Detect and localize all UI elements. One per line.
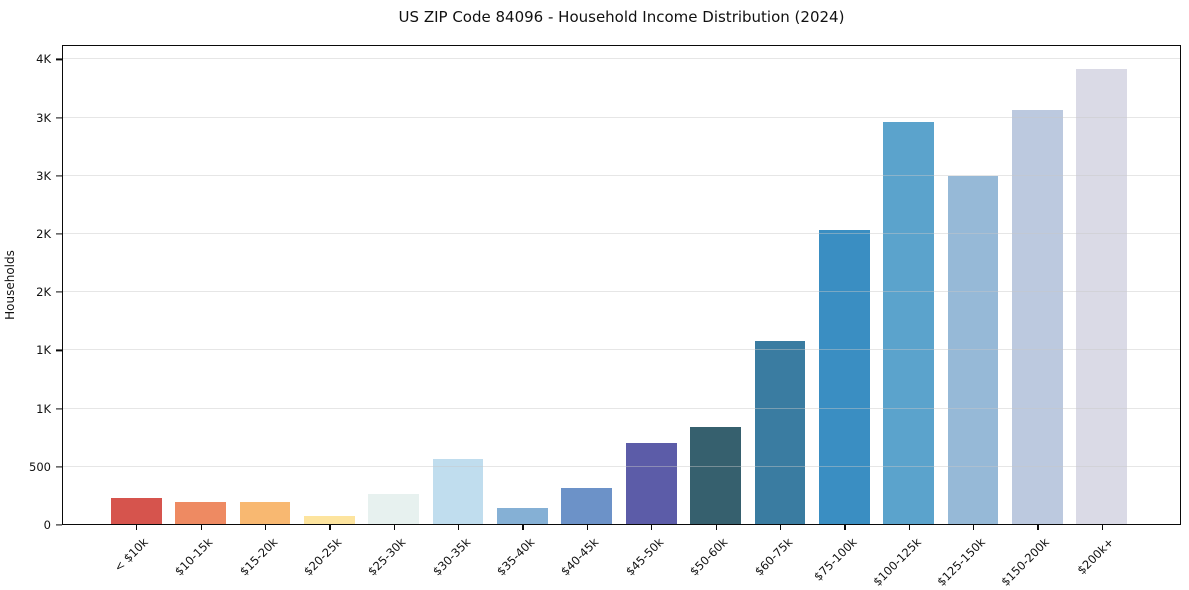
bar-$30-35k	[432, 458, 484, 525]
x-tick-mark	[908, 525, 910, 530]
bar-$125-150k	[947, 176, 999, 525]
x-tick-label: $10-15k	[172, 535, 216, 579]
bar-$15-20k	[239, 502, 291, 525]
x-tick-mark	[393, 525, 395, 530]
x-tick-label: $125-150k	[934, 535, 988, 589]
x-tick-mark	[264, 525, 267, 530]
bar-$150-200k	[1012, 110, 1063, 525]
x-tick-mark	[779, 525, 782, 530]
bar-slot: $30-35k	[426, 45, 490, 578]
bar-slot: $75-100k	[811, 45, 876, 584]
x-tick-label: < $10k	[111, 535, 152, 575]
y-tick-mark	[56, 117, 62, 119]
x-tick-label: $100-125k	[869, 535, 924, 589]
bars-row: < $10k $10-15k $15-20k $20-25k $25-30k $30-35…	[62, 45, 1181, 589]
bar-slot: $60-75k	[748, 45, 812, 578]
y-tick-label: 4K	[36, 52, 51, 67]
x-tick-mark	[1101, 525, 1103, 530]
chart-title: US ZIP Code 84096 - Household Income Dis…	[398, 8, 845, 26]
y-tick-mark	[56, 175, 62, 177]
x-tick-mark	[1037, 525, 1039, 530]
x-tick-mark	[329, 525, 331, 530]
x-tick-mark	[586, 525, 588, 530]
y-tick-mark	[56, 466, 62, 468]
bar-slot: $45-50k	[619, 45, 683, 578]
bar-slot: $10-15k	[168, 45, 232, 578]
y-tick-label: 2K	[36, 285, 51, 300]
bar-$50-60k	[690, 426, 741, 525]
plot-area: < $10k $10-15k $15-20k $20-25k $25-30k $30-35…	[29, 45, 1181, 589]
x-tick-label: $25-30k	[365, 535, 409, 579]
x-tick-label: $75-100k	[810, 535, 860, 584]
x-tick-mark	[651, 525, 653, 530]
y-axis-label: Households	[3, 250, 17, 320]
bar-$75-100k	[818, 229, 870, 525]
bar-slot: $200k+	[1070, 45, 1134, 577]
bar-slot: $50-60k	[683, 45, 747, 578]
y-tick-label: 3K	[36, 168, 51, 183]
x-tick-label: $30-35k	[429, 535, 473, 579]
bar-$25-30k	[368, 493, 420, 525]
bar-slot: $125-150k	[934, 45, 1005, 589]
y-tick-mark	[56, 233, 62, 235]
y-tick-mark	[56, 408, 62, 410]
y-tick-mark	[56, 291, 62, 293]
y-tick-label: 1K	[36, 343, 51, 358]
bar-slot: $150-200k	[999, 45, 1069, 589]
x-tick-mark	[522, 525, 524, 530]
bar-< $10k	[110, 498, 162, 525]
x-tick-mark	[136, 525, 138, 530]
bar-slot: $100-125k	[870, 45, 941, 589]
x-tick-label: $150-200k	[998, 535, 1053, 589]
bar-slot: < $10k	[104, 45, 168, 575]
y-tick-label: 500	[29, 459, 51, 474]
x-tick-mark	[844, 525, 846, 530]
bar-slot: $15-20k	[233, 45, 297, 578]
bar-slot: $40-45k	[555, 45, 619, 578]
bar-slot: $25-30k	[362, 45, 426, 578]
bar-$200k+	[1076, 68, 1128, 525]
y-tick-label: 2K	[36, 227, 51, 242]
y-tick-mark	[56, 524, 62, 526]
x-tick-mark	[200, 525, 202, 530]
y-tick-label: 3K	[36, 110, 51, 125]
x-tick-mark	[458, 525, 460, 530]
x-tick-label: $45-50k	[622, 535, 667, 579]
bar-$10-15k	[175, 502, 226, 525]
y-tick-label: 0	[43, 518, 51, 532]
bar-$40-45k	[561, 488, 613, 525]
y-tick-label: 1K	[36, 401, 51, 416]
y-tick-mark	[56, 349, 62, 351]
bar-$60-75k	[754, 341, 806, 525]
bar-$20-25k	[303, 515, 355, 525]
bar-$100-125k	[883, 121, 935, 525]
x-tick-label: $60-75k	[751, 535, 795, 579]
y-tick-mark	[56, 58, 62, 61]
x-tick-label: $50-60k	[687, 535, 731, 579]
bar-$35-40k	[497, 508, 548, 525]
bar-$45-50k	[625, 442, 677, 525]
x-tick-label: $15-20k	[236, 535, 280, 579]
x-tick-label: $20-25k	[300, 535, 345, 579]
bar-slot: $35-40k	[490, 45, 554, 578]
x-tick-label: $40-45k	[558, 535, 602, 579]
x-tick-label: $35-40k	[493, 535, 538, 579]
x-tick-label: $200k+	[1074, 535, 1117, 578]
bar-slot: $20-25k	[297, 45, 361, 578]
x-tick-mark	[973, 525, 975, 530]
x-tick-mark	[715, 525, 717, 530]
